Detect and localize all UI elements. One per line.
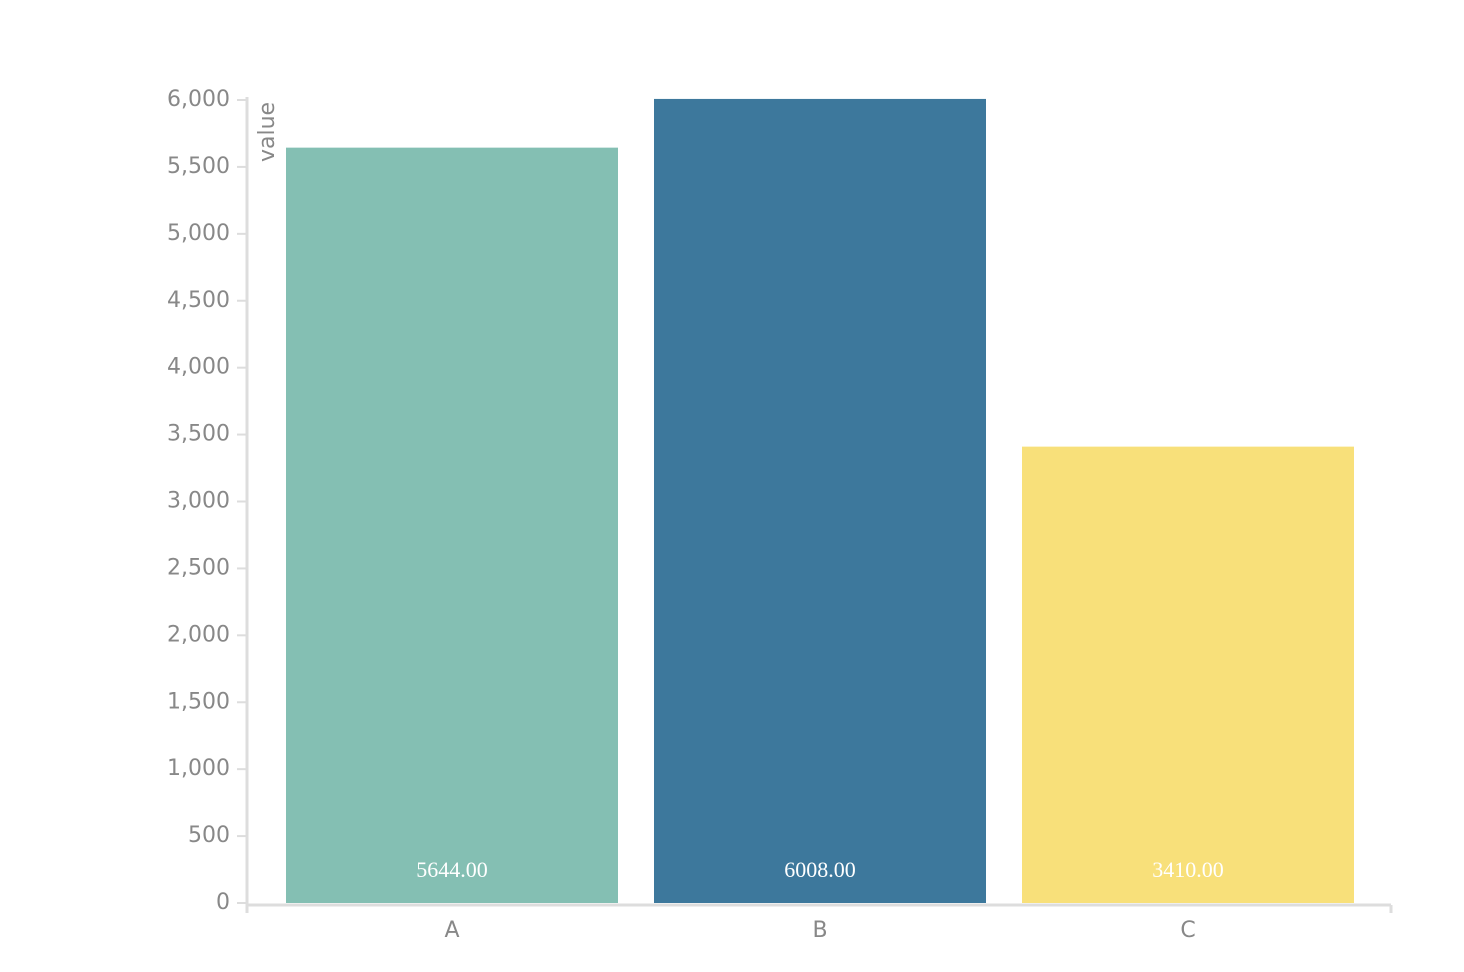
y-tick-label: 500 — [188, 823, 230, 848]
y-tick-label: 0 — [216, 890, 230, 915]
y-axis-label: value — [255, 102, 280, 162]
y-tick-label: 5,500 — [167, 154, 230, 179]
x-tick-label: C — [1180, 918, 1195, 943]
bar — [1022, 446, 1354, 903]
bar — [654, 98, 986, 904]
y-tick-label: 2,500 — [167, 555, 230, 580]
value-label: 5644.00 — [416, 857, 488, 882]
value-label: 6008.00 — [784, 857, 856, 882]
y-tick-label: 6,000 — [167, 87, 230, 112]
y-tick-label: 3,000 — [167, 489, 230, 514]
y-tick-label: 5,000 — [167, 221, 230, 246]
y-tick-label: 1,000 — [167, 756, 230, 781]
x-tick-label: B — [812, 918, 827, 943]
y-tick-label: 1,500 — [167, 689, 230, 714]
value-label: 3410.00 — [1152, 857, 1224, 882]
y-tick-label: 2,000 — [167, 622, 230, 647]
y-tick-label: 3,500 — [167, 422, 230, 447]
y-tick-label: 4,000 — [167, 355, 230, 380]
bar — [286, 147, 618, 904]
y-tick-label: 4,500 — [167, 288, 230, 313]
x-tick-label: A — [444, 918, 459, 943]
